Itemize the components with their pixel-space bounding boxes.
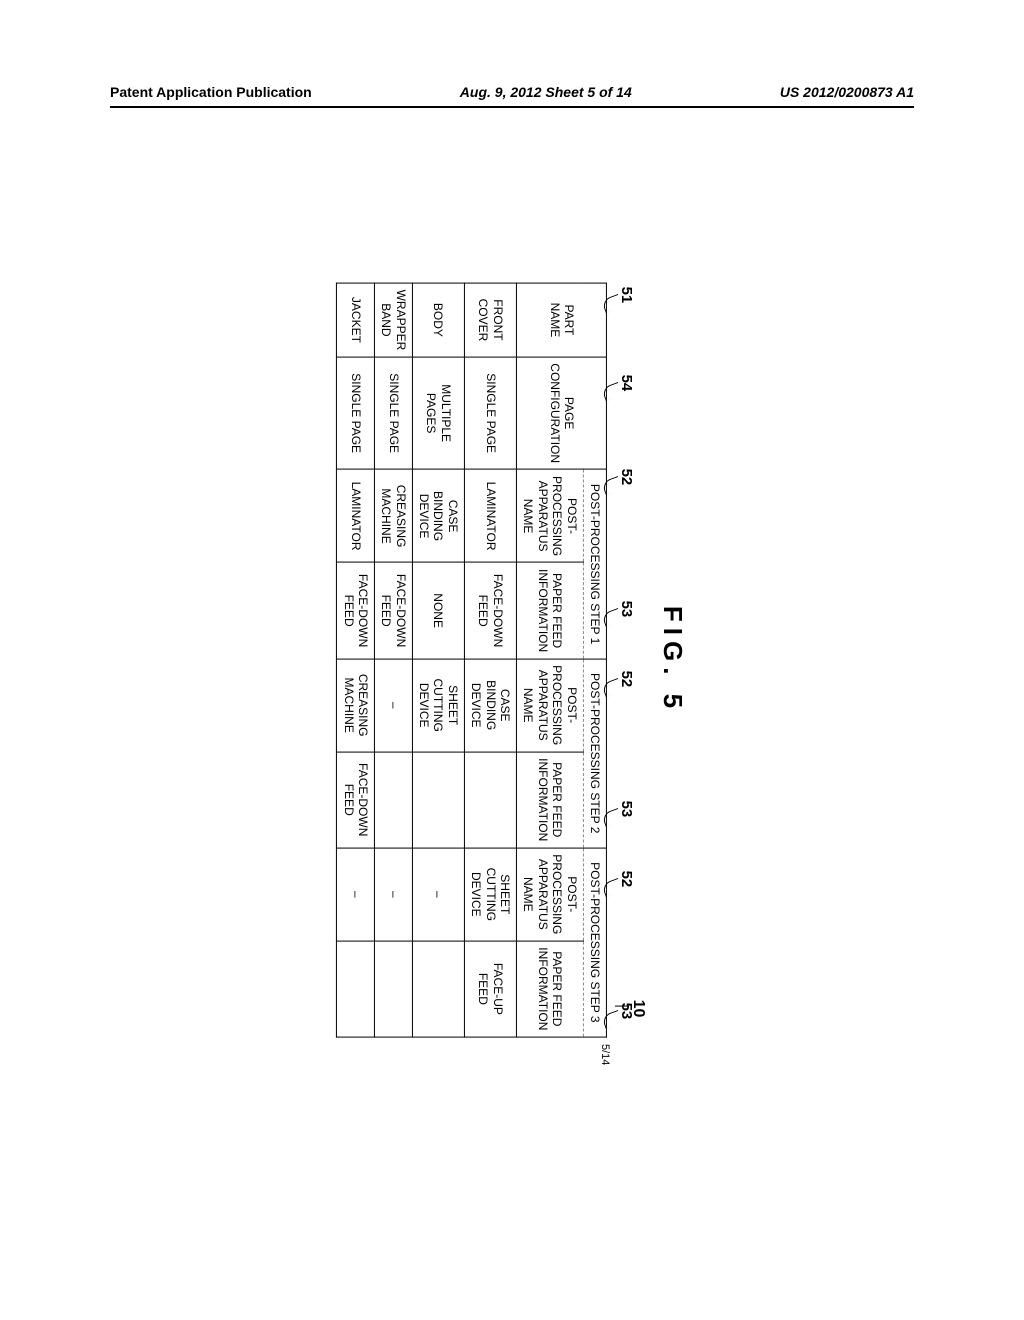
cell-s1a: CREASING MACHINE xyxy=(374,470,412,563)
page-small-ref: 5/14 xyxy=(599,1044,611,1065)
cell-s2b xyxy=(464,752,516,848)
cell-s3b xyxy=(374,941,412,1037)
cell-part: FRONT COVER xyxy=(464,283,516,357)
hdr-s2-feed: PAPER FEED INFORMATION xyxy=(516,752,583,848)
cell-part: JACKET xyxy=(337,283,375,357)
table-row: WRAPPER BAND SINGLE PAGE CREASING MACHIN… xyxy=(374,283,412,1037)
cell-s3b xyxy=(412,941,464,1037)
table-row: BODY MULTIPLE PAGES CASE BINDING DEVICE … xyxy=(412,283,464,1037)
cell-cfg: SINGLE PAGE xyxy=(464,357,516,470)
cell-s1a: CASE BINDING DEVICE xyxy=(412,470,464,563)
cell-s1b: FACE-DOWN FEED xyxy=(464,563,516,659)
hdr-s1-app: POST-PROCESSING APPARATUS NAME xyxy=(516,470,583,563)
hdr-step1: POST-PROCESSING STEP 1 xyxy=(583,470,606,659)
cell-s3a: SHEET CUTTING DEVICE xyxy=(464,848,516,941)
cell-cfg: SINGLE PAGE xyxy=(374,357,412,470)
header-center: Aug. 9, 2012 Sheet 5 of 14 xyxy=(460,84,632,100)
cell-s3a: – xyxy=(412,848,464,941)
cell-s3a: – xyxy=(337,848,375,941)
hdr-step3: POST-PROCESSING STEP 3 xyxy=(583,848,606,1037)
cell-cfg: MULTIPLE PAGES xyxy=(412,357,464,470)
cell-s2b xyxy=(412,752,464,848)
hdr-s2-app: POST-PROCESSING APPARATUS NAME xyxy=(516,659,583,752)
cell-part: WRAPPER BAND xyxy=(374,283,412,357)
header-rule xyxy=(110,106,914,108)
cell-s2a: – xyxy=(374,659,412,752)
cell-s1b: NONE xyxy=(412,563,464,659)
cell-s1b: FACE-DOWN FEED xyxy=(337,563,375,659)
hdr-part: PART NAME xyxy=(516,283,606,357)
figure-title: FIG. 5 xyxy=(657,283,688,1038)
page-header: Patent Application Publication Aug. 9, 2… xyxy=(0,84,1024,100)
table-row: JACKET SINGLE PAGE LAMINATOR FACE-DOWN F… xyxy=(337,283,375,1037)
cell-s3b xyxy=(337,941,375,1037)
header-left: Patent Application Publication xyxy=(110,84,312,100)
data-table: PART NAME PAGE CONFIGURATION POST-PROCES… xyxy=(336,283,607,1038)
cell-s3b: FACE-UP FEED xyxy=(464,941,516,1037)
hdr-s1-feed: PAPER FEED INFORMATION xyxy=(516,563,583,659)
cell-cfg: SINGLE PAGE xyxy=(337,357,375,470)
hdr-s3-feed: PAPER FEED INFORMATION xyxy=(516,941,583,1037)
table-wrap: 10 5/14 51 54 52 53 52 53 52 53 PART NAM… xyxy=(336,283,607,1038)
header-right: US 2012/0200873 A1 xyxy=(780,84,914,100)
hdr-cfg: PAGE CONFIGURATION xyxy=(516,357,606,470)
cell-s1a: LAMINATOR xyxy=(464,470,516,563)
cell-part: BODY xyxy=(412,283,464,357)
cell-s1a: LAMINATOR xyxy=(337,470,375,563)
cell-s2b: FACE-DOWN FEED xyxy=(337,752,375,848)
cell-s2a: CREASING MACHINE xyxy=(337,659,375,752)
cell-s1b: FACE-DOWN FEED xyxy=(374,563,412,659)
hdr-s3-app: POST-PROCESSING APPARATUS NAME xyxy=(516,848,583,941)
cell-s2b xyxy=(374,752,412,848)
cell-s2a: SHEET CUTTING DEVICE xyxy=(412,659,464,752)
cell-s3a: – xyxy=(374,848,412,941)
table-row: FRONT COVER SINGLE PAGE LAMINATOR FACE-D… xyxy=(464,283,516,1037)
rotated-content: FIG. 5 10 5/14 51 54 52 53 52 53 52 53 P… xyxy=(336,283,688,1038)
cell-s2a: CASE BINDING DEVICE xyxy=(464,659,516,752)
